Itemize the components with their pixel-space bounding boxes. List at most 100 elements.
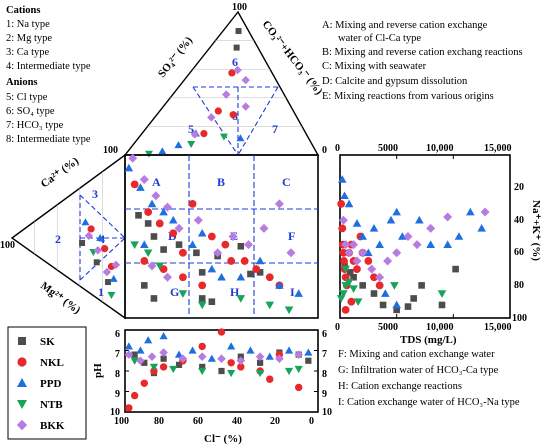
cation-point-nkl	[101, 245, 109, 253]
tds-point-ppd	[375, 240, 384, 248]
cation-point-nkl	[87, 225, 95, 233]
tds-point-bkk	[443, 212, 453, 222]
ph-point-nkl	[159, 363, 168, 371]
legend-marker-nkl	[17, 357, 27, 367]
ph-point-ppd	[159, 332, 168, 340]
note-e: E: Mixing reactions from various origins	[322, 91, 494, 102]
tds-point-sk	[438, 301, 446, 309]
tds-point-ppd	[443, 240, 452, 248]
ph-x-tick-20: 20	[270, 416, 280, 427]
legend-label-ppd: PPD	[40, 378, 61, 390]
square-point-bkk	[128, 153, 138, 163]
cation-point-ppd	[81, 218, 90, 226]
ph-y-tick-7-left: 7	[115, 349, 120, 360]
ph-point-ntb	[227, 369, 236, 378]
cation-type-3: 3: Ca type	[6, 47, 49, 58]
legend-marker-sk	[18, 337, 26, 345]
ph-point-ppd	[207, 354, 216, 362]
square-point-nkl	[188, 200, 197, 208]
square-point-nkl	[159, 265, 168, 273]
ph-point-bkk	[159, 348, 168, 357]
legend-marker-ntb	[17, 400, 27, 409]
cations-title: Cations	[6, 5, 40, 16]
tds-point-bkk	[375, 272, 385, 282]
anion-point-ntb	[219, 133, 228, 141]
legend-marker-ppd	[17, 378, 27, 387]
tds-points	[336, 175, 490, 314]
square-point-ntb	[178, 290, 188, 298]
zone-f: F	[288, 229, 295, 243]
tds-panel: 0 5000 10,000 15,000 0 5000 10,000 15,00…	[335, 143, 542, 346]
ph-point-bkk	[147, 352, 157, 361]
note-f: F: Mixing and cation exchange water	[338, 349, 495, 360]
tds-point-ppd	[466, 207, 475, 216]
cation-zone-line-bottom	[79, 237, 126, 281]
square-point-ppd	[136, 183, 145, 191]
square-point-ntb	[197, 301, 207, 310]
tds-point-ppd	[477, 224, 486, 232]
anion-zone-6: 6	[232, 55, 238, 69]
anion-point-bkk	[233, 65, 242, 75]
tds-point-bkk	[412, 240, 422, 250]
anion-type-8: 8: Intermediate type	[6, 134, 91, 145]
note-a-line1: A: Mixing and reverse cation exchange	[322, 20, 488, 31]
tds-point-ntb	[341, 265, 350, 274]
tds-x-tick-10000-bottom: 10,000	[426, 322, 454, 333]
tds-point-ppd	[358, 232, 367, 240]
square-point-sk	[237, 242, 245, 250]
square-point-bkk	[139, 174, 149, 184]
square-point-sk	[247, 270, 254, 278]
zone-i: I	[290, 285, 295, 299]
tds-point-sk	[346, 269, 354, 276]
cation-point-sk	[93, 259, 100, 266]
tds-point-nkl	[347, 297, 356, 306]
note-a-line2: water of Cl-Ca type	[338, 33, 421, 44]
tds-point-bkk	[426, 223, 436, 233]
square-point-bkk	[286, 248, 296, 258]
ph-point-bkk	[217, 354, 226, 363]
cation-triangle: 2 3 4 1 Ca²⁺ (%) Mg²⁺ (%) 100	[0, 153, 126, 320]
cation-point-bkk	[102, 267, 112, 277]
tds-point-nkl	[340, 257, 348, 265]
ph-point-nkl	[237, 363, 245, 371]
anion-triangle: 6 8 5 7 SO₄²⁻ (%) CO₃²⁻+HCO₃⁻ (%) 100 10…	[103, 2, 327, 158]
cation-point-bkk	[93, 246, 103, 255]
tds-point-bkk	[367, 264, 377, 274]
square-point-ntb	[143, 249, 153, 258]
cation-type-1: 1: Na type	[6, 19, 50, 30]
square-point-sk	[150, 295, 158, 302]
ph-point-ppd	[136, 346, 145, 354]
anion-point-bkk	[241, 75, 250, 85]
ph-point-ppd	[246, 346, 255, 354]
tds-point-ntb	[437, 290, 447, 298]
tds-point-ppd	[415, 215, 424, 224]
ph-point-nkl	[217, 328, 226, 336]
tds-point-ppd	[398, 232, 407, 240]
tds-point-nkl	[341, 305, 350, 314]
tds-point-ppd	[364, 248, 373, 257]
square-point-sk	[141, 282, 148, 289]
note-i: I: Cation exchange water of HCO₃-Na type	[338, 397, 520, 408]
ph-point-sk	[160, 355, 167, 362]
tds-point-bkk	[341, 240, 351, 250]
anion-zone-5: 5	[188, 122, 194, 136]
tds-point-ppd	[454, 232, 464, 240]
cation-point-bkk	[84, 231, 94, 240]
square-point-bkk	[213, 248, 223, 258]
zone-a: A	[152, 175, 161, 189]
square-point-bkk	[193, 215, 203, 225]
cation-point-sk	[105, 279, 112, 286]
tds-point-nkl	[339, 248, 348, 257]
ph-y-tick-10-left: 10	[110, 407, 120, 418]
square-point-nkl	[198, 281, 207, 290]
tds-point-sk	[359, 282, 366, 289]
legend-items: SK NKL PPD NTB BKK	[16, 336, 65, 432]
ph-point-ppd	[124, 342, 133, 350]
tds-point-sk	[452, 265, 459, 273]
tds-point-ppd	[392, 300, 401, 309]
ph-point-sk	[141, 359, 148, 366]
tds-ticks	[339, 155, 511, 318]
ph-point-nkl	[295, 383, 303, 392]
cation-zone-line-top	[79, 194, 126, 239]
